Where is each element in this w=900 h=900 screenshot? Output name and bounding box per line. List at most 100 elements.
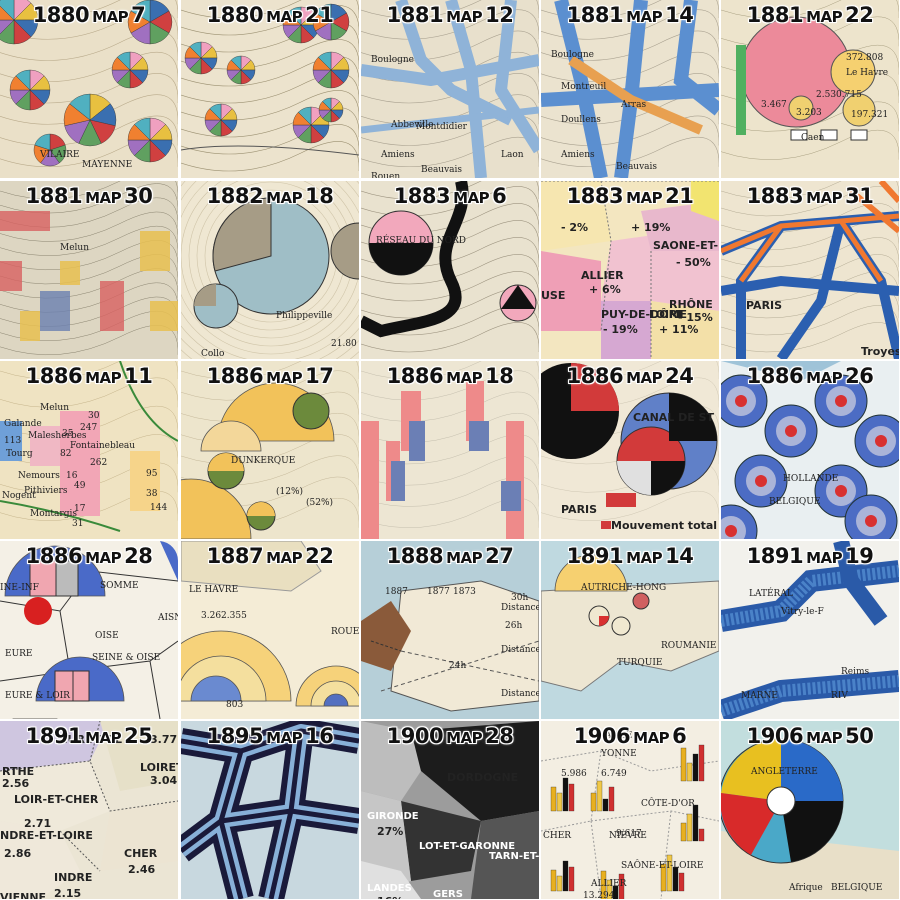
caption-map-word: MAP xyxy=(626,549,663,567)
map-label: (52%) xyxy=(306,498,334,508)
map-thumbnail[interactable]: RÉSEAU DU NORD 1883 MAP 6 xyxy=(361,181,539,359)
map-thumbnail[interactable]: Boulogne Montreuil Arras Doullens Amiens Beau… xyxy=(541,0,719,178)
map-artwork xyxy=(0,0,178,168)
caption-year: 1880 xyxy=(32,3,90,27)
caption-year: 1881 xyxy=(386,3,444,27)
map-label: 3.262.355 xyxy=(201,611,247,621)
map-artwork xyxy=(181,181,359,359)
map-label: 13.294 xyxy=(583,891,615,899)
map-thumbnail[interactable]: Boulogne Abbeville Amiens Montdidier Laon Rou… xyxy=(361,0,539,178)
map-thumbnail[interactable]: Philippeville Collo 21.80 1882 MAP 18 xyxy=(181,181,359,359)
map-thumbnail[interactable]: PARIS Troyes 1883 MAP 31 xyxy=(721,181,899,359)
map-label: Collo xyxy=(201,349,225,359)
map-artwork xyxy=(361,541,539,719)
map-label: Mouvement total : 1.245.000 xyxy=(611,519,719,532)
caption-map-number: 19 xyxy=(845,544,874,568)
map-label: Montargis xyxy=(30,509,77,519)
map-label: AUTRICHE-HONG xyxy=(581,583,667,593)
caption-year: 1895 xyxy=(206,724,264,748)
map-thumbnail[interactable]: BELGIQUE HOLLANDE 1886 MAP 26 xyxy=(721,361,899,539)
map-label: 5.986 xyxy=(561,769,587,779)
map-label: 2.530.715 xyxy=(816,90,862,100)
map-thumbnail[interactable]: CANAL DE ST Mouvement total : 1.245.000 PA… xyxy=(541,361,719,539)
map-thumbnail[interactable]: Melun 1881 MAP 30 xyxy=(0,181,178,359)
caption-map-number: 21 xyxy=(665,184,694,208)
caption-year: 1891 xyxy=(746,544,804,568)
map-label: Melun xyxy=(40,403,70,413)
tile-caption: 1881 MAP 14 xyxy=(541,3,719,27)
caption-year: 1906 xyxy=(746,724,804,748)
tile-caption: 1906 MAP 50 xyxy=(721,724,899,748)
map-label: RÉSEAU DU NORD xyxy=(376,236,466,246)
map-thumbnail[interactable]: 2.530.715 372.808 Le Havre 3.467 3.203 197.32… xyxy=(721,0,899,178)
tile-caption: 1886 MAP 28 xyxy=(0,544,178,568)
caption-map-number: 22 xyxy=(305,544,334,568)
map-label: LOIRE xyxy=(649,308,686,321)
caption-map-number: 26 xyxy=(845,364,874,388)
map-label: RHÔNE xyxy=(669,298,713,311)
map-artwork xyxy=(0,721,178,899)
map-label: BELGIQUE xyxy=(831,883,883,893)
map-label: Doullens xyxy=(561,115,601,125)
map-label: Laon xyxy=(501,150,524,160)
map-label: INE-INF xyxy=(0,583,39,593)
map-label: LANDES xyxy=(367,883,412,894)
map-thumbnail[interactable]: INE-INF SOMME OISE AISN EURE SEINE & OISE EURE… xyxy=(0,541,178,719)
map-label: EURE-ET-L xyxy=(60,733,122,746)
map-label: LATÉRAL xyxy=(749,589,793,599)
caption-map-word: MAP xyxy=(85,189,122,207)
map-thumbnail[interactable]: LATÉRAL Vitry-le-F Reims MARNE RIV 1891 MAP 19 xyxy=(721,541,899,719)
map-label: 144 xyxy=(150,503,168,513)
map-label: SAÔNE-ET-LOIRE xyxy=(621,861,704,871)
map-label: 2.46 xyxy=(128,863,156,876)
map-thumbnail[interactable]: DUNKERQUE (12%) (52%) 1886 MAP 17 xyxy=(181,361,359,539)
map-thumbnail[interactable]: 1880 MAP 21 xyxy=(181,0,359,178)
map-thumbnail[interactable]: VILAIRE MAYENNE 1880 MAP 7 xyxy=(0,0,178,178)
map-thumbnail[interactable]: CHARENTE DORDOGNE GIRONDE 27% LOT-ET-GARONNE… xyxy=(361,721,539,899)
map-label: 16 xyxy=(66,471,78,481)
caption-map-word: MAP xyxy=(446,8,483,26)
caption-map-number: 7 xyxy=(131,3,146,27)
map-label: YONNE xyxy=(601,749,637,759)
map-label: DUNKERQUE xyxy=(231,456,296,466)
map-thumbnail[interactable]: 1895 MAP 16 xyxy=(181,721,359,899)
map-label: CHER xyxy=(124,847,158,860)
caption-map-word: MAP xyxy=(85,549,122,567)
map-label: 26h xyxy=(505,621,523,631)
map-thumbnail[interactable]: ANGLETERRE BELGIQUE Afrique 1906 MAP 50 xyxy=(721,721,899,899)
caption-map-number: 6 xyxy=(672,724,687,748)
map-label: 16% xyxy=(377,895,403,899)
map-label: Nemours xyxy=(18,471,60,481)
map-label: VILAIRE xyxy=(40,150,80,160)
tile-caption: 1883 MAP 6 xyxy=(361,184,539,208)
map-artwork xyxy=(541,721,719,899)
caption-map-word: MAP xyxy=(626,8,663,26)
map-thumbnail[interactable]: AUTRICHE-HONG ROUMANIE TURQUIE 1891 MAP 14 xyxy=(541,541,719,719)
tile-caption: 1891 MAP 19 xyxy=(721,544,899,568)
map-label: 3.203 xyxy=(796,108,822,118)
map-label: 3.04 xyxy=(150,774,178,787)
map-label: 247 xyxy=(80,423,98,433)
map-label: 2.56 xyxy=(2,777,30,790)
map-label: Rouen xyxy=(371,172,401,178)
map-artwork xyxy=(361,181,539,353)
caption-year: 1881 xyxy=(566,3,624,27)
tile-caption: 1887 MAP 22 xyxy=(181,544,359,568)
map-label: VIENNE xyxy=(0,891,47,899)
map-thumbnail[interactable]: AUBE YONNE CÔTE-D'OR CHER NIÈVRE SAÔNE-ET-LOI… xyxy=(541,721,719,899)
caption-map-word: MAP xyxy=(446,549,483,567)
caption-map-number: 12 xyxy=(485,3,514,27)
map-label: Pithiviers xyxy=(24,486,68,496)
map-artwork xyxy=(181,721,359,899)
map-label: Troyes xyxy=(861,345,899,358)
map-label: RIV xyxy=(831,691,848,701)
map-label: Malesherbes xyxy=(28,431,87,441)
map-label: 113 xyxy=(4,436,22,446)
map-label: BELGIQUE xyxy=(769,497,821,507)
map-thumbnail[interactable]: - 2% + 19% ALLIER+ 6% SAONE-ET-LOI - 50% USE P… xyxy=(541,181,719,359)
map-thumbnail[interactable]: 1887 1877 1873 Distance Distance Distance 30h 2… xyxy=(361,541,539,719)
map-thumbnail[interactable]: Melun Galande Malesherbes Fontainebleau Tour… xyxy=(0,361,178,539)
map-thumbnail[interactable]: 1886 MAP 18 xyxy=(361,361,539,539)
